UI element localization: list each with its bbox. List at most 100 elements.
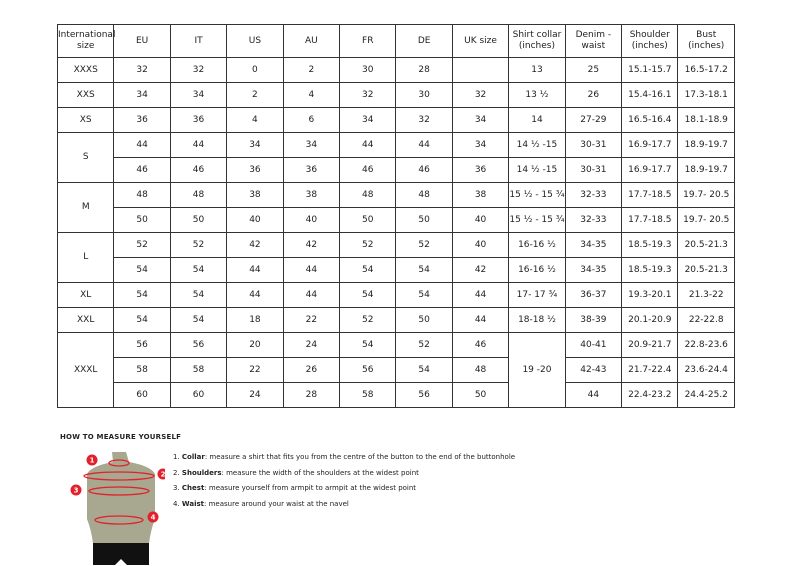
column-header: Bust (inches) [677,24,735,58]
instruction-collar: 1. Collar: measure a shirt that fits you… [173,450,515,466]
size-label: XXXL [56,332,115,408]
table-row: XXL 54 54 18 22 52 50 44 18-18 ½ 38-39 20.1-20.9 22… [56,307,735,333]
instruction-number: 1. [173,453,180,461]
table-cell: 16.9-17.7 [621,132,679,158]
table-row: XXXL 56 56 20 24 54 52 46 19 -20 40-41 20.9-21.7 22… [56,332,735,408]
table-cell: 50 [395,307,453,333]
size-label: XXL [56,307,115,333]
table-cell: 22-22.8 [677,307,735,333]
marker-1-icon [86,454,98,466]
table-cell: 50 [451,382,510,408]
column-header: International size [56,24,115,58]
instruction-number: 4. [173,499,180,508]
table-cell: 24.4-25.2 [677,382,735,408]
table-cell: 40 [282,207,341,233]
table-cell: 32 [395,107,453,133]
table-cell: 18 [226,307,284,333]
table-cell: 36 [169,107,228,133]
column-header: Denim - waist [564,24,623,58]
marker-2-label: 2 [161,471,165,479]
table-cell: 54 [113,307,171,333]
table-cell: 56 [339,357,397,383]
table-cell: 38 [451,182,510,208]
table-row: 50 50 40 40 50 50 40 15 ½ - 15 ¾ 32-33 17.7-18.5 1… [58,207,735,233]
table-cell: 36 [282,157,341,183]
table-cell: 54 [395,282,453,308]
table-cell: 18.5-19.3 [621,257,679,283]
table-cell: 44 [169,132,228,158]
table-cell: 22 [226,357,284,383]
table-cell: 22.4-23.2 [621,382,679,408]
table-cell: 20.5-21.3 [677,257,735,283]
table-cell: 44 [282,257,341,283]
table-cell: 18.5-19.3 [621,232,679,258]
column-header: DE [395,24,453,58]
table-cell: 30-31 [564,132,623,158]
table-cell: 58 [113,357,171,383]
table-cell: 54 [395,357,453,383]
column-header: US [226,24,284,58]
table-cell: 48 [113,182,171,208]
instruction-shoulders: 2. Shoulders: measure the width of the s… [173,466,515,482]
table-cell: 42 [282,232,341,258]
table-cell: 28 [395,57,453,83]
torso-measure-illustration: 1 2 3 4 [70,452,165,565]
table-cell: 28 [282,382,341,408]
table-cell: 16-16 ½ [508,232,566,258]
table-cell: 48 [395,182,453,208]
table-cell: 56 [169,332,228,358]
table-cell: 58 [169,357,228,383]
header-row: International size EU IT US AU FR DE UK size Shi… [56,24,735,58]
table-cell: 14 [508,107,566,133]
table-cell: 36 [226,157,284,183]
marker-2-icon [157,468,165,480]
table-cell: 16.9-17.7 [621,157,679,183]
table-cell: 54 [113,282,171,308]
table-cell: 26 [282,357,341,383]
table-cell: 16-16 ½ [508,257,566,283]
table-cell: 44 [451,282,510,308]
table-cell: 42 [451,257,510,283]
size-label: XXXS [56,57,115,83]
table-cell: 34-35 [564,232,623,258]
table-cell: 24 [282,332,341,358]
table-cell: 32 [339,82,397,108]
table-cell: 50 [113,207,171,233]
table-row: XS 36 36 4 6 34 32 34 14 27-29 16.5-16.4 18.1-18.9 [56,107,735,133]
instruction-term: Shoulders [181,468,222,477]
table-row: S 44 44 34 34 44 44 34 14 ½ -15 30-31 16.9-17.7 18.… [56,132,735,183]
table-cell: 27-29 [564,107,623,133]
table-cell: 19 -20 [508,332,566,408]
table-cell: 46 [395,157,453,183]
table-cell: 52 [395,332,453,358]
table-cell: 48 [169,182,228,208]
table-cell: 32 [169,57,228,83]
table-cell: 44 [226,282,284,308]
table-cell: 52 [395,232,453,258]
table-cell: 54 [395,257,453,283]
table-cell: 60 [169,382,228,408]
measure-instructions: 1. Collar: measure a shirt that fits you… [173,450,515,512]
table-cell: 34 [451,107,510,133]
table-row: 58 58 22 26 56 54 48 42-43 21.7-22.4 23.6-24.4 [58,357,735,383]
table-cell: 24 [226,382,284,408]
table-cell: 16.5-17.2 [677,57,735,83]
table-cell: 19.3-20.1 [621,282,679,308]
table-cell: 34 [282,132,341,158]
table-cell: 4 [226,107,284,133]
table-cell: 30 [395,82,453,108]
table-cell [451,57,510,83]
marker-3-icon [70,484,82,496]
table-cell: 36 [113,107,171,133]
table-cell: 44 [113,132,171,158]
table-cell: 44 [564,382,623,408]
table-cell: 14 ½ -15 [508,132,566,158]
instruction-number: 3. [173,484,180,492]
table-cell: 18.1-18.9 [677,107,735,133]
table-cell: 36 [451,157,510,183]
table-cell: 38-39 [564,307,623,333]
table-cell: 18.9-19.7 [677,132,735,158]
marker-4-icon [147,511,159,523]
table-cell: 50 [395,207,453,233]
table-cell: 40-41 [564,332,623,358]
